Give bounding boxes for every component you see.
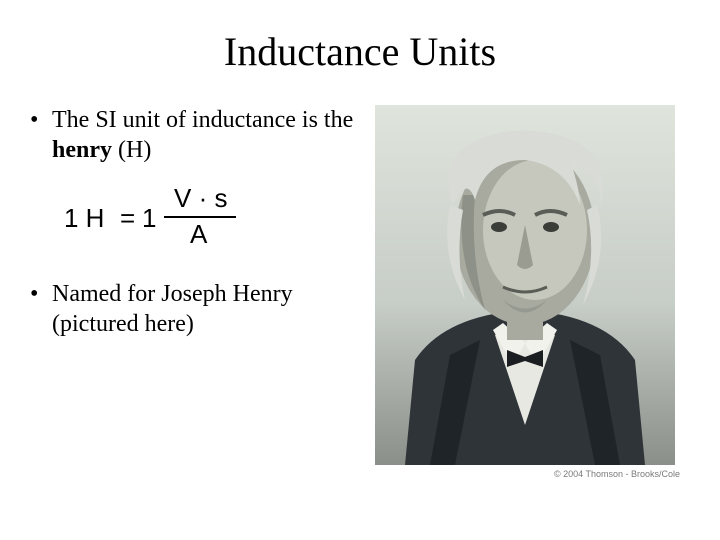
portrait-eye-left [491,222,507,232]
slide-container: Inductance Units • The SI unit of induct… [0,0,720,540]
portrait-svg [375,105,675,465]
bullet-1: • The SI unit of inductance is the henry… [30,105,355,165]
bullet-1-text: The SI unit of inductance is the henry (… [52,105,355,165]
eq-equals: = [120,203,135,233]
eq-numerator: V · s [174,183,227,213]
content-row: • The SI unit of inductance is the henry… [0,95,720,479]
bullet-marker-icon: • [30,279,52,339]
equation-svg: 1 H = 1 V · s A [64,183,264,253]
bullet-1-bold: henry [52,137,112,163]
right-column: © 2004 Thomson - Brooks/Cole [365,105,690,479]
image-credit: © 2004 Thomson - Brooks/Cole [365,469,680,479]
bullet-2-text: Named for Joseph Henry (pictured here) [52,279,355,339]
slide-title: Inductance Units [0,0,720,95]
equation-block: 1 H = 1 V · s A [64,183,355,253]
eq-denominator: A [190,219,208,249]
bullet-marker-icon: • [30,105,52,165]
portrait-image [375,105,675,465]
eq-lhs: 1 H [64,203,104,233]
left-column: • The SI unit of inductance is the henry… [30,105,365,479]
bullet-1-post: (H) [112,137,151,163]
bullet-2: • Named for Joseph Henry (pictured here) [30,279,355,339]
bullet-1-pre: The SI unit of inductance is the [52,107,353,133]
bullet-2-pre: Named for Joseph Henry (pictured here) [52,281,293,337]
portrait-eye-right [543,222,559,232]
eq-coeff: 1 [142,203,156,233]
